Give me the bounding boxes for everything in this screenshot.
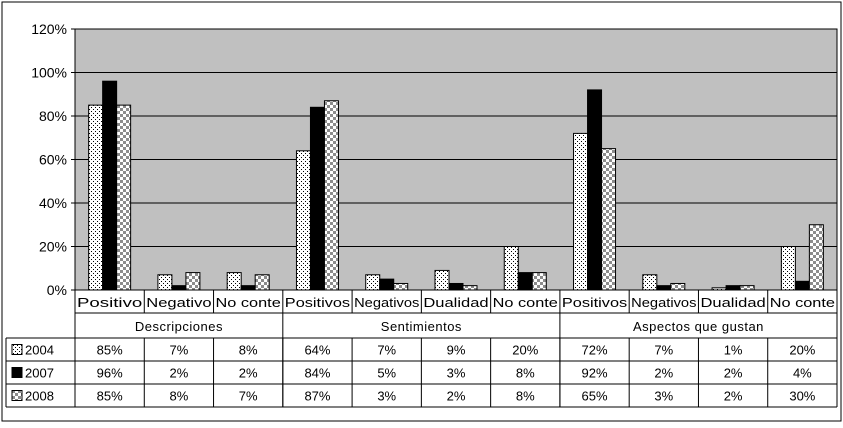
data-label: 2% (724, 366, 743, 381)
group-label: Descripciones (135, 319, 223, 334)
data-label: 85% (97, 343, 123, 358)
data-label: 2% (239, 366, 258, 381)
y-tick-label: 0% (47, 282, 67, 298)
bar-2008 (185, 272, 201, 291)
category-label: Negativo (146, 295, 211, 310)
y-tick-label: 40% (39, 195, 67, 211)
bar-2004 (434, 269, 450, 291)
category-label: Positivos (285, 295, 351, 310)
data-label: 92% (582, 366, 608, 381)
data-label: 72% (582, 343, 608, 358)
bar-2008 (393, 282, 409, 291)
bar-2007 (240, 285, 256, 291)
y-axis: 0% 20% 40% 60% 80% 100% 120% (31, 21, 75, 298)
data-label: 84% (304, 366, 330, 381)
bar-2007 (171, 285, 187, 291)
bar-2004 (780, 246, 796, 291)
data-label: 8% (170, 389, 189, 404)
legend-key (11, 344, 23, 355)
data-label: 2% (170, 366, 189, 381)
bar-2007 (656, 285, 672, 291)
y-tick-label: 100% (31, 65, 67, 81)
data-label: 30% (789, 389, 815, 404)
category-label: Dualidad (700, 295, 765, 310)
bar-2004 (711, 287, 727, 291)
data-label: 20% (512, 343, 538, 358)
bar-2007 (379, 278, 395, 291)
data-label: 4% (793, 366, 812, 381)
data-label: 7% (654, 343, 673, 358)
bar-2004 (157, 274, 173, 291)
category-label: No conte (493, 295, 558, 310)
gridlines (75, 72, 837, 247)
data-table: Positivo Negativo No conte Positivos Negativ… (5, 290, 838, 408)
data-label: 8% (516, 366, 535, 381)
data-label: 2% (447, 389, 466, 404)
legend-key (11, 390, 23, 401)
bar-2008 (670, 282, 686, 291)
y-tick-label: 80% (39, 108, 67, 124)
data-label: 96% (97, 366, 123, 381)
bar-2008 (531, 272, 547, 291)
bar-2008 (739, 285, 755, 291)
data-label: 1% (724, 343, 743, 358)
bar-2008 (254, 274, 270, 291)
group-label: Aspectos que gustan (633, 319, 764, 334)
data-label: 64% (304, 343, 330, 358)
data-label: 7% (170, 343, 189, 358)
category-label: Positivos (562, 295, 628, 310)
bar-2004 (88, 104, 104, 291)
bar-2008 (462, 285, 478, 291)
data-label: 3% (447, 366, 466, 381)
bar-2007 (517, 272, 533, 291)
bars (88, 80, 824, 291)
data-label: 8% (239, 343, 258, 358)
legend-label: 2007 (25, 366, 54, 381)
data-label: 87% (304, 389, 330, 404)
bar-2007 (725, 285, 741, 291)
bar-2004 (503, 246, 519, 291)
legend-label: 2004 (25, 343, 54, 358)
data-label: 2% (654, 366, 673, 381)
bar-2004 (365, 274, 381, 291)
bar-2004 (295, 150, 311, 291)
category-label: Positivo (77, 295, 142, 310)
bar-2008 (808, 224, 824, 291)
bar-2007 (587, 89, 603, 291)
category-label: Negativos (354, 295, 420, 310)
data-label: 9% (447, 343, 466, 358)
bar-2004 (642, 274, 658, 291)
data-label: 2% (724, 389, 743, 404)
data-label: 3% (377, 389, 396, 404)
category-label: No conte (216, 295, 281, 310)
data-label: 7% (239, 389, 258, 404)
category-label: Dualidad (423, 295, 488, 310)
y-tick-label: 20% (39, 239, 67, 255)
category-label: Negativos (631, 295, 697, 310)
data-label: 3% (654, 389, 673, 404)
data-label: 7% (377, 343, 396, 358)
data-label: 5% (377, 366, 396, 381)
bar-2004 (573, 132, 589, 291)
data-label: 20% (789, 343, 815, 358)
bar-2004 (226, 272, 242, 291)
bar-2007 (309, 106, 325, 291)
y-tick-label: 120% (31, 21, 67, 37)
bar-2008 (116, 104, 132, 291)
data-label: 8% (516, 389, 535, 404)
legend-label: 2008 (25, 389, 54, 404)
data-label: 85% (97, 389, 123, 404)
y-tick-label: 60% (39, 152, 67, 168)
category-label: No conte (770, 295, 835, 310)
bar-2008 (601, 148, 617, 291)
bar-2007 (102, 80, 118, 291)
bar-2007 (448, 282, 464, 291)
group-label: Sentimientos (381, 319, 462, 334)
legend-key (11, 367, 23, 378)
bar-2008 (323, 100, 339, 291)
bar-2007 (794, 280, 810, 291)
data-label: 65% (582, 389, 608, 404)
